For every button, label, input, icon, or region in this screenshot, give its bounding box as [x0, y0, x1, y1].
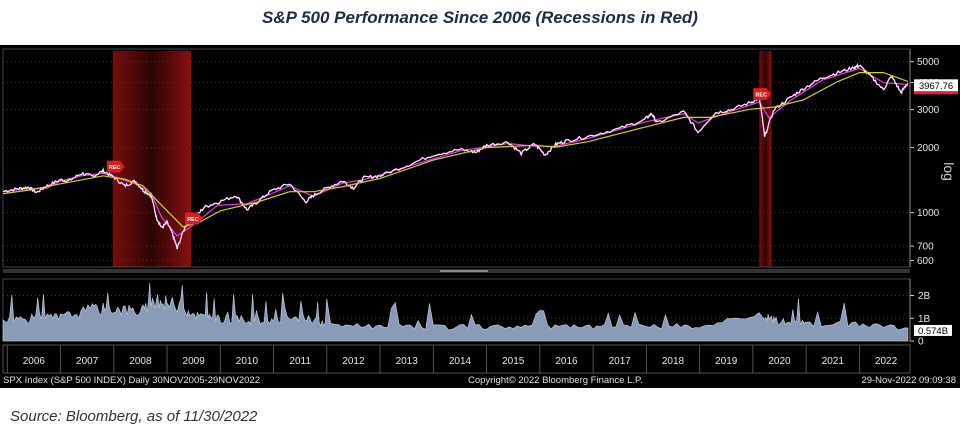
panel-divider-handle — [440, 270, 488, 272]
x-axis-year-label: 2006 — [23, 356, 46, 367]
volume-y-tick-label: 2B — [918, 291, 931, 302]
chart-title: S&P 500 Performance Since 2006 (Recessio… — [262, 8, 698, 27]
x-axis-year-label: 2013 — [396, 356, 419, 367]
price-line — [2, 63, 909, 250]
x-axis-year-label: 2021 — [822, 356, 845, 367]
rec-marker: REC — [185, 212, 204, 225]
x-axis-strip — [2, 344, 911, 374]
last-price-label: 3967.76 — [919, 81, 953, 92]
x-axis-year-label: 2007 — [76, 356, 99, 367]
x-axis-year-label: 2012 — [342, 356, 365, 367]
bloomberg-chart-panel: REC REC REC 2006 2007 2008 2009 2010 2011 2012 20… — [0, 45, 960, 388]
x-axis-year-label: 2010 — [236, 356, 259, 367]
volume-area — [2, 282, 909, 342]
rec-marker-label: REC — [109, 165, 121, 171]
rec-marker: REC — [753, 88, 772, 101]
last-price-tag-accent — [914, 91, 958, 95]
x-axis-year-label: 2022 — [875, 356, 898, 367]
footer-right-text: 29-Nov-2022 09:09:38 — [861, 375, 956, 386]
x-axis-year-label: 2016 — [555, 356, 578, 367]
rec-marker: REC — [106, 160, 125, 173]
price-y-tick-label: 700 — [917, 242, 934, 253]
price-y-tick-label: 1000 — [917, 208, 940, 219]
x-axis-year-label: 2017 — [609, 356, 632, 367]
rec-marker-label: REC — [755, 93, 767, 99]
recession-band — [759, 51, 772, 267]
footer-center-text: Copyright© 2022 Bloomberg Finance L.P. — [468, 375, 643, 386]
last-volume-tag — [914, 324, 952, 336]
volume-y-tick-label: 1B — [918, 314, 931, 325]
last-volume-label: 0.574B — [918, 326, 948, 337]
recession-bands — [112, 51, 772, 267]
volume-y-tick-label: 0 — [918, 337, 924, 348]
x-axis-year-label: 2011 — [289, 356, 311, 367]
x-axis-year-label: 2014 — [449, 356, 472, 367]
log-scale-label: log — [941, 162, 957, 181]
rec-marker-shape — [106, 160, 125, 173]
source-note: Source: Bloomberg, as of 11/30/2022 — [10, 408, 258, 425]
volume-plot — [2, 278, 911, 342]
x-axis-year-label: 2015 — [502, 356, 525, 367]
price-y-tick-label: 3000 — [917, 105, 940, 116]
rec-marker-shape — [753, 88, 772, 101]
rec-marker-shape — [185, 212, 204, 225]
x-axis-year-label: 2019 — [715, 356, 738, 367]
price-y-tick-label: 600 — [917, 256, 934, 267]
footer-left-text: SPX Index (S&P 500 INDEX) Daily 30NOV200… — [3, 375, 260, 386]
price-y-axis: 60070010002000300040005000log3967.76 — [909, 49, 958, 267]
price-y-tick-label: 2000 — [917, 143, 940, 154]
price-y-tick-label: 5000 — [917, 57, 940, 68]
x-axis-year-label: 2008 — [129, 356, 152, 367]
rec-marker-label: REC — [187, 217, 199, 223]
x-axis: 2006 2007 2008 2009 2010 2011 2012 2013 2014 2015… — [2, 344, 911, 374]
last-price-tag — [914, 79, 958, 92]
x-axis-year-label: 2020 — [768, 356, 791, 367]
x-axis-year-label: 2009 — [183, 356, 206, 367]
volume-y-axis: 0 1B 2B 0.574B — [909, 279, 952, 348]
price-plot: REC REC REC — [2, 61, 909, 250]
recession-band — [112, 51, 192, 267]
moving-average-long-line — [2, 72, 909, 228]
x-axis-year-label: 2018 — [662, 356, 685, 367]
